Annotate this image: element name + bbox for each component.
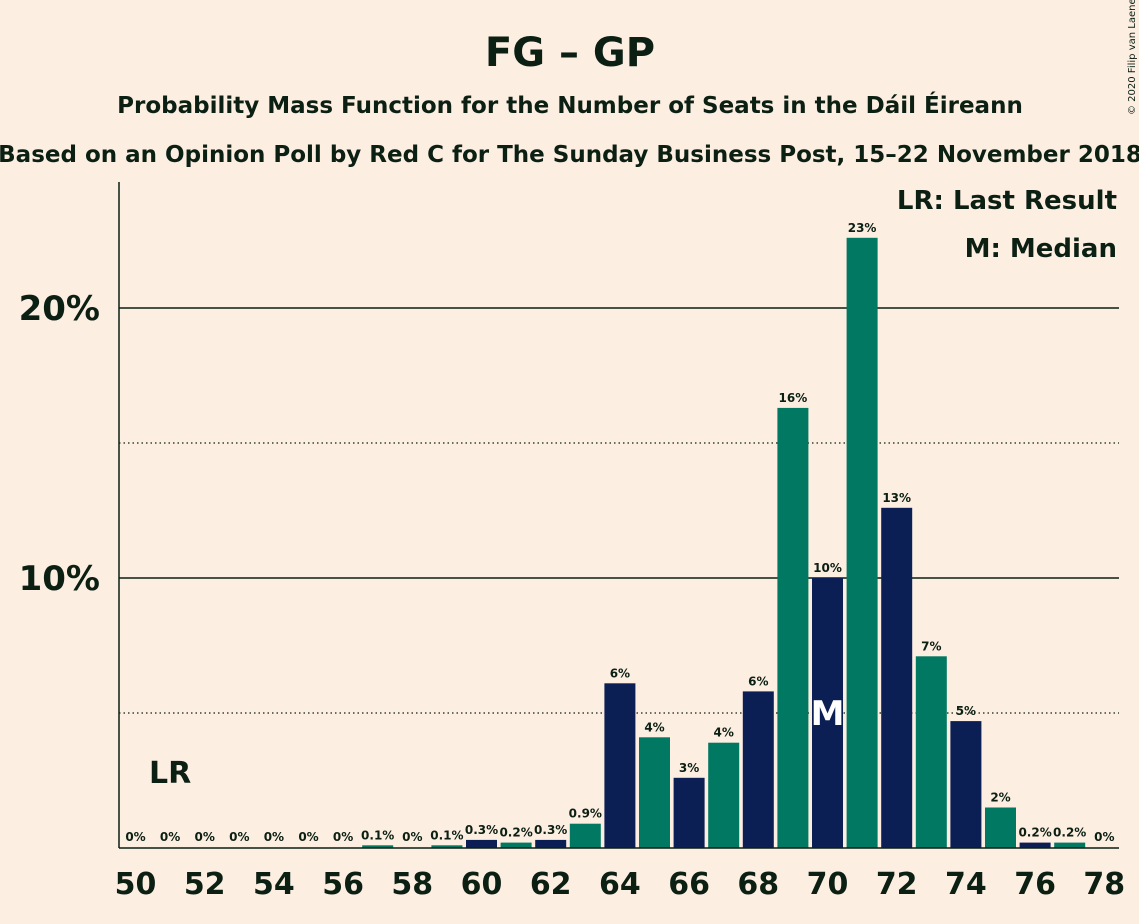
bar-seat-76 [1019, 842, 1051, 848]
bar-label-seat-64: 6% [610, 666, 630, 680]
grid-lines [119, 307, 1119, 714]
bar-seat-59 [431, 845, 463, 848]
bar-label-seat-57: 0.1% [361, 828, 394, 842]
bar-label-seat-54: 0% [264, 830, 284, 844]
y-tick-label: 20% [19, 289, 100, 329]
bar-label-seat-58: 0% [402, 830, 422, 844]
x-tick-label: 76 [1014, 867, 1056, 902]
x-tick-label: 64 [599, 867, 641, 902]
bar-label-seat-73: 7% [921, 639, 941, 653]
bar-label-seat-66: 3% [679, 761, 699, 775]
chart-subtitle: Probability Mass Function for the Number… [117, 91, 1023, 119]
bar-label-seat-62: 0.3% [534, 823, 567, 837]
bar-seat-60 [466, 839, 497, 848]
bar-label-seat-69: 16% [779, 391, 808, 405]
bar-label-seat-65: 4% [644, 720, 664, 734]
x-tick-label: 66 [668, 867, 710, 902]
x-tick-label: 50 [115, 867, 157, 902]
x-tick-label: 72 [876, 867, 918, 902]
last-result-marker: LR [149, 756, 191, 791]
bar-seat-65 [639, 737, 670, 848]
x-tick-label: 56 [322, 867, 364, 902]
x-tick-label: 68 [737, 867, 779, 902]
x-tick-label: 74 [945, 867, 987, 902]
bar-label-seat-52: 0% [195, 830, 215, 844]
bar-seat-68 [742, 691, 774, 848]
chart-title: FG – GP [485, 30, 655, 76]
x-tick-label: 70 [807, 867, 849, 902]
bar-label-seat-75: 2% [990, 791, 1010, 805]
bar-label-seat-78: 0% [1094, 830, 1114, 844]
bar-seat-71 [846, 237, 878, 849]
bar-seat-70 [812, 578, 843, 848]
median-marker: M [811, 694, 845, 734]
bar-seat-66 [673, 777, 705, 848]
bar-series [362, 237, 1086, 849]
bar-label-seat-67: 4% [714, 726, 734, 740]
bar-seat-67 [708, 742, 740, 848]
y-tick-label: 10% [19, 559, 100, 599]
bar-seat-74 [950, 721, 982, 848]
x-tick-label: 54 [253, 867, 295, 902]
bar-label-seat-71: 23% [848, 221, 877, 235]
x-tick-label: 62 [530, 867, 572, 902]
bar-label-seat-53: 0% [229, 830, 249, 844]
x-tick-label: 58 [391, 867, 433, 902]
bar-label-seat-74: 5% [956, 704, 976, 718]
x-tick-label: 52 [184, 867, 226, 902]
bar-label-seat-76: 0.2% [1018, 826, 1051, 840]
copyright-note: © 2020 Filip van Laenen [1127, 0, 1138, 115]
bar-label-seat-70: 10% [813, 561, 842, 575]
legend-last-result: LR: Last Result [897, 186, 1117, 216]
bar-seat-73 [915, 656, 947, 848]
bar-seat-72 [881, 507, 913, 848]
bar-label-seat-63: 0.9% [569, 807, 602, 821]
bar-label-seat-72: 13% [882, 491, 911, 505]
bar-label-seat-56: 0% [333, 830, 353, 844]
bar-label-seat-68: 6% [748, 674, 768, 688]
legend-median: M: Median [965, 234, 1117, 264]
x-tick-label: 78 [1083, 867, 1125, 902]
bar-seat-64 [604, 683, 636, 848]
bar-seat-57 [362, 845, 394, 848]
bar-seat-69 [777, 407, 809, 848]
bar-label-seat-51: 0% [160, 830, 180, 844]
bar-seat-63 [569, 823, 601, 848]
bar-label-seat-55: 0% [298, 830, 318, 844]
bar-label-seat-61: 0.2% [499, 826, 532, 840]
chart-source: Based on an Opinion Poll by Red C for Th… [0, 142, 1139, 168]
bar-label-seat-59: 0.1% [430, 828, 463, 842]
bar-label-seat-50: 0% [125, 830, 145, 844]
bar-label-seat-60: 0.3% [465, 823, 498, 837]
bar-seat-62 [535, 839, 567, 848]
bar-seat-75 [985, 807, 1016, 848]
y-axis-tick-labels: 10% 20% [19, 289, 100, 599]
x-axis-tick-labels: 50 52 54 56 58 60 62 64 66 68 70 72 74 76 78 [115, 867, 1126, 902]
x-tick-label: 60 [461, 867, 503, 902]
bar-seat-61 [500, 842, 532, 848]
bar-label-seat-77: 0.2% [1053, 826, 1086, 840]
bar-value-labels: 0% 0% 0% 0% 0% 0% 0% 0.1% 0% 0.1% 0.3% 0.2% 0.3%0.9%… [125, 221, 1114, 844]
bar-seat-77 [1054, 842, 1086, 848]
